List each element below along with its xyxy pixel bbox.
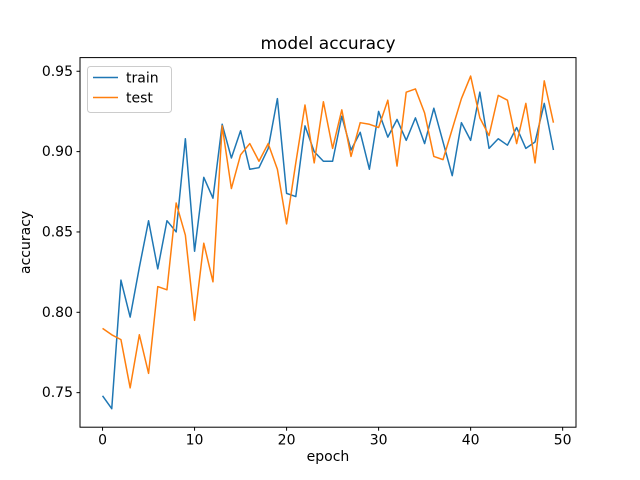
y-tick-label: 0.75 <box>42 385 73 401</box>
legend-train-label: train <box>126 71 159 87</box>
plot-border-spines <box>79 57 577 428</box>
series-lines <box>101 75 555 410</box>
y-tick-label: 0.85 <box>42 224 73 240</box>
test-line <box>102 75 555 389</box>
x-axis-label: epoch <box>307 449 350 465</box>
x-tick-label: 20 <box>278 433 296 449</box>
train-line <box>101 91 555 410</box>
chart-title: model accuracy <box>260 34 395 54</box>
y-axis-label: accuracy <box>18 211 34 274</box>
x-tick-label: 10 <box>186 433 204 449</box>
y-tick-label: 0.90 <box>42 144 73 160</box>
y-axis: 0.75 0.80 0.85 0.90 0.95 <box>42 64 80 401</box>
x-tick-label: 40 <box>462 433 480 449</box>
x-axis: 0 10 20 30 40 50 <box>98 427 572 449</box>
x-tick-label: 50 <box>554 433 572 449</box>
legend-entries: train test <box>93 71 159 107</box>
legend-test-label: test <box>126 91 153 107</box>
y-tick-label: 0.95 <box>42 64 73 80</box>
x-tick-label: 0 <box>98 433 107 449</box>
legend: train test <box>87 66 172 113</box>
y-tick-label: 0.80 <box>42 305 73 321</box>
x-tick-label: 30 <box>370 433 388 449</box>
